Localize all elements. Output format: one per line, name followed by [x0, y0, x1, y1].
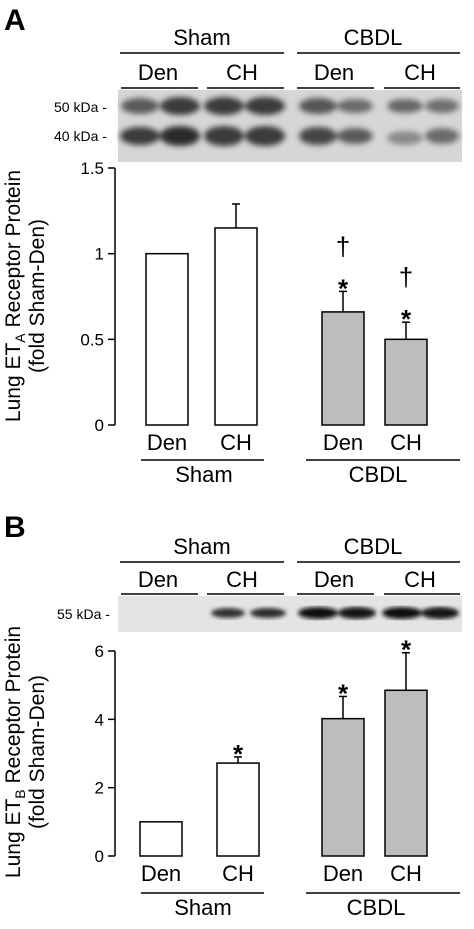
panel-b-bar [384, 689, 428, 857]
panel-b-significance-star: * [233, 739, 244, 769]
panel-a-bar [384, 338, 428, 426]
panel-a-x-tick-label: Den [147, 430, 187, 455]
panel-b-group-cbdl: CBDL [344, 534, 403, 559]
panel-a-y-tick-label: 1.5 [80, 159, 104, 178]
panel-b-blot-image [118, 596, 462, 632]
panel-a-bar [145, 252, 189, 426]
panel-b-lane-2: CH [226, 567, 258, 592]
panel-a-blot-image [118, 90, 462, 162]
panel-a-xgroup-sham: Sham [175, 462, 232, 487]
panel-a-bar [214, 227, 258, 426]
panel-a-bar [321, 311, 365, 426]
panel-b-y-label-units: (fold Sham-Den) [26, 675, 49, 829]
panel-a: A Sham CBDL Den CH Den CH [2, 4, 462, 487]
panel-a-y-tick-label: 1 [95, 245, 104, 264]
panel-b-x-tick-label: CH [222, 861, 254, 886]
panel-a-significance-dagger: † [399, 262, 413, 292]
panel-b-x-tick-label: Den [323, 861, 363, 886]
panel-b: B Sham CBDL Den CH Den CH 55 kDa - Lung [2, 511, 462, 920]
panel-b-xgroup-cbdl: CBDL [347, 895, 406, 920]
panel-b-bar [216, 762, 260, 857]
panel-a-x-tick-label: CH [220, 430, 252, 455]
panel-b-bar [139, 821, 183, 857]
panel-b-y-tick-label: 4 [95, 710, 104, 729]
panel-a-letter: A [4, 4, 26, 37]
panel-a-significance-dagger: † [336, 231, 350, 261]
panel-a-lane-2: CH [226, 60, 258, 85]
panel-a-xgroup-cbdl: CBDL [349, 462, 408, 487]
panel-b-significance-star: * [401, 635, 412, 665]
panel-a-y-tick-label: 0.5 [80, 330, 104, 349]
panel-b-significance-star: * [338, 678, 349, 708]
panel-a-y-label-units: (fold Sham-Den) [26, 219, 49, 373]
panel-b-y-tick-label: 2 [95, 779, 104, 798]
panel-b-lane-4: CH [404, 567, 436, 592]
panel-b-x-tick-label: CH [390, 861, 422, 886]
panel-a-significance-star: * [401, 304, 412, 334]
panel-a-significance-star: * [338, 273, 349, 303]
panel-a-y-label: Lung ETA Receptor Protein [2, 170, 28, 422]
panel-b-marker-55kda: 55 kDa - [57, 606, 110, 622]
panel-a-x-tick-label: Den [323, 430, 363, 455]
panel-b-chart: 0 2 4 6 Den * CH * Den * CH [95, 635, 428, 886]
panel-b-y-tick-label: 0 [95, 847, 104, 866]
panel-a-lane-4: CH [404, 60, 436, 85]
panel-a-lane-1: Den [138, 60, 178, 85]
panel-a-marker-40kda: 40 kDa - [54, 128, 107, 144]
panel-b-lane-3: Den [314, 567, 354, 592]
panel-b-group-sham: Sham [173, 534, 230, 559]
panel-b-xgroup-sham: Sham [174, 895, 231, 920]
panel-a-marker-50kda: 50 kDa - [54, 99, 107, 115]
panel-b-letter: B [4, 511, 26, 544]
panel-a-lane-3: Den [314, 60, 354, 85]
panel-a-y-tick-label: 0 [95, 416, 104, 435]
panel-b-x-tick-label: Den [141, 861, 181, 886]
panel-b-y-tick-label: 6 [95, 642, 104, 661]
panel-b-y-label: Lung ETB Receptor Protein [2, 626, 28, 878]
panel-a-group-sham: Sham [173, 25, 230, 50]
panel-a-x-tick-label: CH [390, 430, 422, 455]
panel-b-bar [321, 717, 365, 857]
panel-b-lane-1: Den [138, 567, 178, 592]
panel-a-group-cbdl: CBDL [344, 25, 403, 50]
panel-a-chart: 0 0.5 1 1.5 Den CH * † Den * † CH [80, 159, 428, 455]
